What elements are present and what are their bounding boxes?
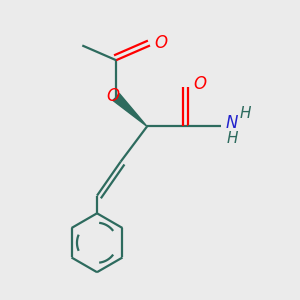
Polygon shape	[113, 94, 147, 126]
Text: H: H	[239, 106, 251, 121]
Text: O: O	[193, 75, 206, 93]
Text: N: N	[226, 115, 238, 133]
Text: O: O	[106, 86, 119, 104]
Text: H: H	[226, 131, 238, 146]
Text: O: O	[154, 34, 168, 52]
